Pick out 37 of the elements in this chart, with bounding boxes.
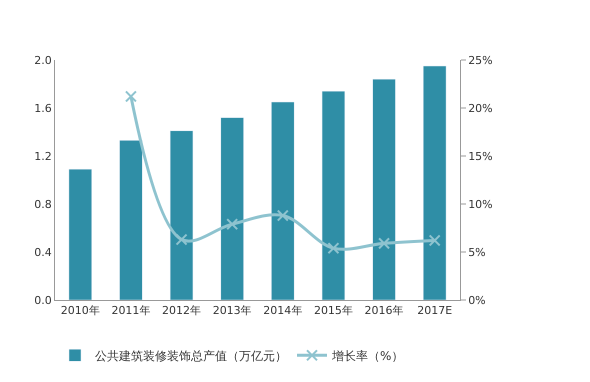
y2-tick-label: 25% [468, 54, 493, 67]
x-tick-label: 2010年 [60, 304, 100, 318]
point [124, 90, 137, 102]
y2-tick-label: 15% [468, 150, 493, 163]
x-tick-label: 2014年 [263, 304, 302, 318]
y-tick-label: 0.8 [34, 198, 52, 211]
y-tick-label: 2.0 [34, 54, 52, 67]
bar [119, 140, 143, 300]
bar [372, 78, 396, 300]
legend-label: 增长率（%） [331, 348, 404, 363]
legend-label: 公共建筑装修装饰总产值（万亿元） [95, 348, 287, 363]
bar [220, 117, 244, 300]
point [428, 234, 441, 246]
x-tick-label: 2015年 [314, 304, 353, 318]
y-tick-label: 0.4 [34, 246, 52, 259]
bar [423, 66, 446, 300]
point [378, 237, 390, 250]
x-tick-label: 2011年 [111, 304, 150, 318]
x-tick-label: 2016年 [364, 304, 404, 318]
bar [271, 102, 294, 300]
point [327, 242, 340, 254]
y-tick-label: 0.0 [34, 294, 52, 307]
point [226, 218, 238, 230]
bar [170, 130, 194, 300]
y2-tick-label: 10% [468, 198, 493, 211]
point [276, 210, 289, 222]
bar [322, 90, 346, 300]
y2-tick-label: 5% [468, 246, 486, 259]
x-tick-label: 2012年 [162, 304, 202, 318]
x-tick-label: 2017E [417, 304, 452, 318]
x-tick-label: 2013年 [212, 304, 252, 318]
y-tick-label: 1.2 [34, 150, 52, 163]
bar [68, 168, 92, 300]
y2-tick-label: 20% [468, 102, 493, 115]
y-tick-label: 1.6 [34, 102, 52, 115]
y2-tick-label: 0% [468, 294, 486, 307]
point [176, 234, 188, 246]
